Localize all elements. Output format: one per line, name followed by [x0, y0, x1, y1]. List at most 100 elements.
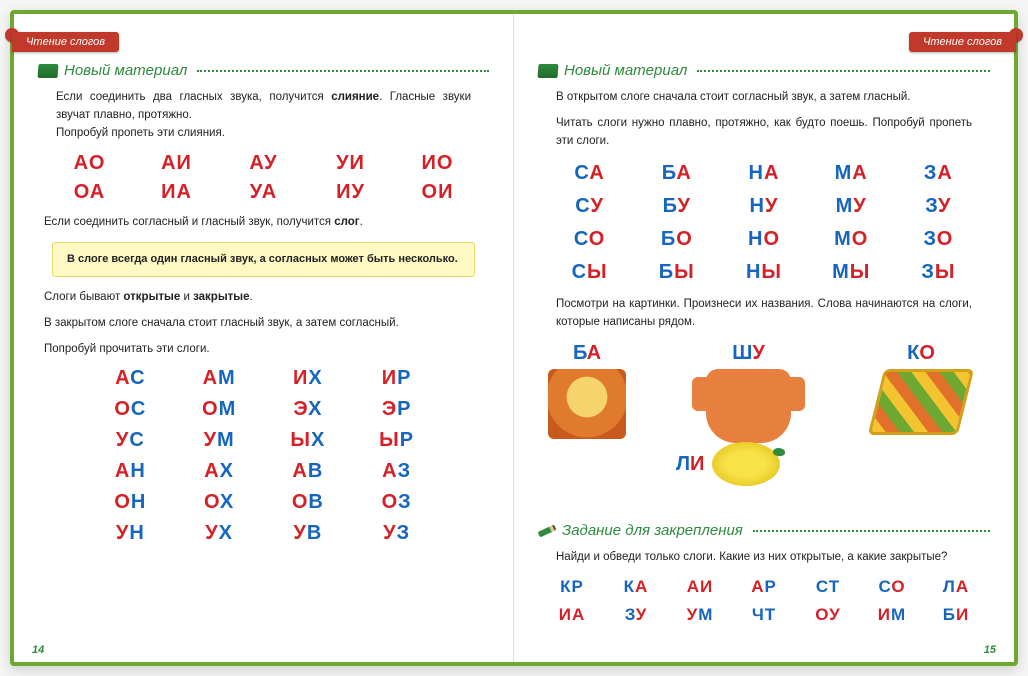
- vowel-letter: А: [635, 577, 648, 596]
- consonant-letter: Х: [220, 460, 234, 482]
- vowel-letter: А: [115, 367, 130, 389]
- consonant-letter: Н: [129, 522, 144, 544]
- vowel-letter: А: [203, 367, 218, 389]
- vowel-letter: А: [676, 162, 691, 184]
- consonant-letter: М: [836, 195, 854, 217]
- syllable: УА: [250, 181, 277, 204]
- consonant-letter: З: [925, 195, 938, 217]
- note-text: В слоге всегда один гласный звук, а согл…: [67, 251, 460, 268]
- syllable: УХ: [205, 522, 233, 545]
- vowel-letter: У: [590, 195, 603, 217]
- syllable: НО: [748, 228, 780, 251]
- bold-term: открытые: [123, 291, 180, 303]
- vowel-letter: А: [90, 181, 105, 203]
- vowel-letter: Ы: [850, 261, 871, 283]
- section-title: Новый материал: [564, 62, 687, 79]
- consonant-letter: Х: [219, 522, 233, 544]
- consonant-letter: К: [907, 342, 919, 364]
- book-icon: [38, 64, 59, 78]
- vowel-letter: А: [687, 577, 700, 596]
- consonant-letter: К: [624, 577, 635, 596]
- syllable: ИА: [161, 181, 192, 204]
- vowel-letter: А: [751, 577, 764, 596]
- vowel-letter: Ы: [587, 261, 608, 283]
- consonant-letter: Б: [661, 228, 676, 250]
- vowel-letter: О: [74, 181, 90, 203]
- syllable: ИУ: [336, 181, 365, 204]
- vowel-letter: У: [636, 605, 648, 624]
- syllable: УМ: [687, 605, 714, 625]
- consonant-letter: С: [574, 228, 589, 250]
- consonant-letter: М: [835, 162, 853, 184]
- consonant-letter: М: [834, 228, 852, 250]
- syllable: МУ: [836, 195, 867, 218]
- syllable: АИ: [161, 152, 192, 175]
- consonant-letter: М: [218, 367, 236, 389]
- consonant-letter: Л: [676, 453, 690, 475]
- vowel-letter: О: [89, 152, 106, 174]
- vowel-letter: Э: [293, 398, 308, 420]
- vowel-letter: У: [250, 181, 262, 203]
- syllable: АУ: [249, 152, 277, 175]
- consonant-letter: Б: [573, 342, 587, 364]
- consonant-letter: Т: [765, 605, 776, 624]
- vowel-letter: У: [116, 522, 129, 544]
- consonant-letter: Х: [311, 429, 325, 451]
- syllable: МО: [834, 228, 868, 251]
- text: и: [180, 291, 193, 303]
- pencil-icon: [538, 524, 557, 537]
- consonant-letter: З: [398, 460, 412, 482]
- vowel-letter: И: [422, 152, 437, 174]
- picture-label: ЛИ: [676, 453, 704, 476]
- syllable: БЫ: [659, 261, 695, 284]
- consonant-letter: Х: [308, 398, 322, 420]
- syllable: БИ: [943, 605, 969, 625]
- vowel-letter: У: [383, 522, 396, 544]
- vowel-letter: У: [351, 181, 364, 203]
- vowel-letter: И: [690, 453, 704, 475]
- consonant-letter: С: [131, 398, 146, 420]
- consonant-letter: Н: [746, 261, 761, 283]
- consonant-letter: Б: [943, 605, 956, 624]
- consonant-letter: Н: [130, 460, 145, 482]
- vowel-letter: А: [382, 460, 397, 482]
- syllable: АН: [115, 460, 146, 483]
- syllable: ЗЫ: [921, 261, 955, 284]
- syllable: ЫХ: [290, 429, 325, 452]
- page-number: 14: [32, 644, 44, 656]
- syllable: УИ: [336, 152, 365, 175]
- vowel-letter: У: [938, 195, 951, 217]
- consonant-letter: З: [625, 605, 636, 624]
- consonant-letter: Б: [662, 162, 677, 184]
- section-title: Задание для закрепления: [562, 522, 743, 539]
- syllable: КР: [560, 577, 584, 597]
- paragraph: Слоги бывают открытые и закрытые.: [44, 289, 471, 307]
- consonant-letter: Н: [750, 195, 765, 217]
- chapter-tab-left: Чтение слогов: [12, 32, 119, 52]
- consonant-letter: Х: [220, 491, 234, 513]
- syllable: ЫР: [379, 429, 414, 452]
- text: .: [250, 291, 253, 303]
- vowel-letter: О: [422, 181, 439, 203]
- vowel-letter: И: [350, 152, 365, 174]
- consonant-letter: Б: [663, 195, 678, 217]
- book-spread: Чтение слогов Новый материал Если соедин…: [10, 10, 1018, 666]
- vowel-letter: О: [676, 228, 693, 250]
- syllable: ЭХ: [293, 398, 322, 421]
- section-header-task: Задание для закрепления: [538, 522, 990, 539]
- vowel-letter: А: [249, 152, 264, 174]
- consonant-letter: С: [572, 261, 587, 283]
- vowel-letter: И: [177, 152, 192, 174]
- paragraph: Если соединить согласный и гласный звук,…: [44, 214, 471, 232]
- vowel-letter: О: [202, 398, 219, 420]
- syllable: ОА: [74, 181, 106, 204]
- syllable: ЭР: [382, 398, 412, 421]
- vowel-letter: И: [878, 605, 891, 624]
- vowel-letter: О: [763, 228, 780, 250]
- consonant-letter: Р: [397, 398, 411, 420]
- consonant-letter: Х: [308, 367, 322, 389]
- text: Слоги бывают: [44, 291, 123, 303]
- consonant-letter: М: [217, 429, 235, 451]
- section-header-new-right: Новый материал: [538, 62, 990, 79]
- syllable: ИА: [559, 605, 586, 625]
